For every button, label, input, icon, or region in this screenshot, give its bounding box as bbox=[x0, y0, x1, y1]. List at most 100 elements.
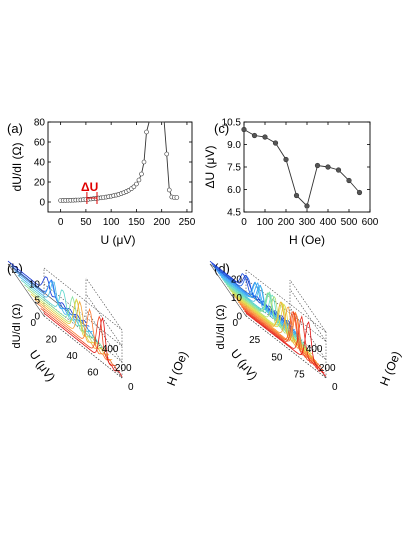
data-point bbox=[325, 164, 331, 170]
z-tick-label: 5 bbox=[34, 296, 40, 307]
data-point bbox=[356, 189, 363, 196]
x-tick-label: 250 bbox=[179, 217, 196, 228]
x-tick-label: 0 bbox=[58, 217, 64, 228]
z-tick-label: 0 bbox=[34, 312, 40, 323]
box-edge bbox=[7, 263, 45, 317]
data-point bbox=[304, 203, 310, 209]
data-point bbox=[346, 177, 352, 184]
waterfall-curve bbox=[244, 310, 325, 374]
waterfall-curve bbox=[231, 292, 313, 355]
y-ticks-c: 4.5 6.0 7.5 9.0 10.5 bbox=[222, 118, 370, 219]
panel-d: (d) 0 25 50 75 0 200 400 0 10 20 dU/dI (Ω) U (μV)… bbox=[209, 260, 404, 393]
data-point bbox=[241, 126, 247, 133]
waterfall-curve bbox=[14, 270, 93, 333]
ticks-d: 0 25 50 75 0 200 400 0 10 20 bbox=[231, 275, 338, 393]
x-tick-label: 500 bbox=[341, 217, 358, 228]
u-tick-label: 75 bbox=[294, 370, 306, 381]
waterfall-curve bbox=[225, 283, 306, 347]
panel-label-a: (a) bbox=[7, 121, 23, 136]
waterfall-curve bbox=[216, 269, 297, 334]
x-tick-label: 300 bbox=[299, 217, 316, 228]
data-point bbox=[335, 167, 342, 173]
y-tick-label: 4.5 bbox=[227, 208, 241, 219]
y-tick-label: 6.0 bbox=[227, 185, 241, 196]
waterfall-curve bbox=[237, 301, 319, 366]
waterfall-curve bbox=[33, 298, 113, 361]
u-tick-label: 25 bbox=[249, 335, 261, 346]
box-edge bbox=[85, 277, 123, 331]
x-tick-label: 50 bbox=[80, 217, 92, 228]
x-tick-label: 400 bbox=[320, 217, 337, 228]
y-tick-label: 0 bbox=[39, 198, 45, 209]
u-tick-label: 60 bbox=[87, 368, 99, 379]
data-point bbox=[139, 171, 144, 177]
h-tick-label: 0 bbox=[128, 382, 134, 393]
h-tick-label: 200 bbox=[115, 363, 132, 374]
x-tick-label: 100 bbox=[103, 217, 120, 228]
waterfall-curve bbox=[245, 312, 327, 377]
h-axis-label-d: H (Oe) bbox=[377, 349, 403, 388]
data-point bbox=[131, 184, 137, 190]
data-point bbox=[136, 177, 142, 183]
waterfall-curve bbox=[212, 265, 294, 328]
data-point bbox=[174, 195, 180, 200]
z-axis-label-b: dU/dI (Ω) bbox=[11, 304, 23, 349]
x-tick-label: 0 bbox=[241, 217, 247, 228]
y-tick-label: 60 bbox=[34, 138, 46, 149]
x-tick-label: 600 bbox=[362, 217, 379, 228]
x-axis-label-c: H (Oe) bbox=[289, 233, 325, 247]
h-tick-label: 400 bbox=[306, 344, 323, 355]
y-tick-label: 40 bbox=[34, 158, 46, 169]
h-axis-label-b: H (Oe) bbox=[164, 349, 190, 388]
u-axis-label-b: U (μV) bbox=[27, 347, 58, 384]
u-tick-label: 50 bbox=[271, 352, 283, 363]
data-point bbox=[262, 134, 268, 140]
y-axis-label-c: ΔU (μV) bbox=[203, 146, 217, 189]
data-point bbox=[272, 140, 279, 146]
u-tick-label: 0 bbox=[30, 318, 36, 329]
data-point bbox=[134, 181, 139, 187]
curves-b bbox=[7, 260, 123, 377]
waterfall-curve bbox=[209, 260, 291, 324]
data-point bbox=[164, 151, 170, 157]
z-tick-label: 0 bbox=[236, 312, 242, 323]
x-axis-label-a: U (μV) bbox=[101, 233, 136, 247]
waterfall-curve bbox=[17, 274, 96, 338]
data-point bbox=[144, 129, 149, 135]
waterfall-curve bbox=[233, 294, 314, 357]
z-gridline bbox=[245, 297, 327, 360]
z-tick-label: 10 bbox=[231, 293, 243, 304]
u-tick-label: 40 bbox=[66, 351, 78, 362]
data-series-c bbox=[241, 126, 363, 209]
waterfall-curve bbox=[40, 308, 119, 372]
data-point bbox=[166, 187, 172, 193]
waterfall-curve bbox=[242, 308, 323, 371]
x-tick-label: 200 bbox=[278, 217, 295, 228]
z-tick-label: 10 bbox=[29, 280, 41, 291]
y-tick-label: 9.0 bbox=[227, 140, 241, 151]
h-tick-label: 0 bbox=[332, 382, 338, 393]
x-ticks-a: 0 50 100 150 200 250 bbox=[58, 122, 196, 228]
h-tick-label: 200 bbox=[319, 363, 336, 374]
u-tick-label: 20 bbox=[46, 335, 58, 346]
plot-frame-a bbox=[47, 121, 193, 213]
annotation-label: ΔU bbox=[81, 180, 98, 194]
u-tick-label: 0 bbox=[232, 318, 238, 329]
z-axis-label-d: dU/dI (Ω) bbox=[215, 305, 227, 350]
x-tick-label: 100 bbox=[257, 217, 274, 228]
annotation-delta-u: ΔU bbox=[81, 180, 98, 204]
y-tick-label: 7.5 bbox=[227, 163, 241, 174]
box-edge bbox=[245, 269, 327, 333]
data-point bbox=[283, 156, 289, 163]
y-tick-label: 80 bbox=[34, 118, 46, 129]
panel-c: (c) 4.5 6.0 7.5 9.0 10.5 0 100 200 300 400 500 600… bbox=[203, 118, 379, 248]
data-series-a bbox=[58, 121, 180, 203]
data-point bbox=[141, 159, 147, 165]
z-tick-label: 20 bbox=[231, 275, 243, 286]
panel-label-d: (d) bbox=[214, 261, 230, 276]
waterfall-curve bbox=[37, 303, 116, 367]
curves-d bbox=[209, 260, 327, 377]
waterfall-curve bbox=[20, 279, 100, 344]
